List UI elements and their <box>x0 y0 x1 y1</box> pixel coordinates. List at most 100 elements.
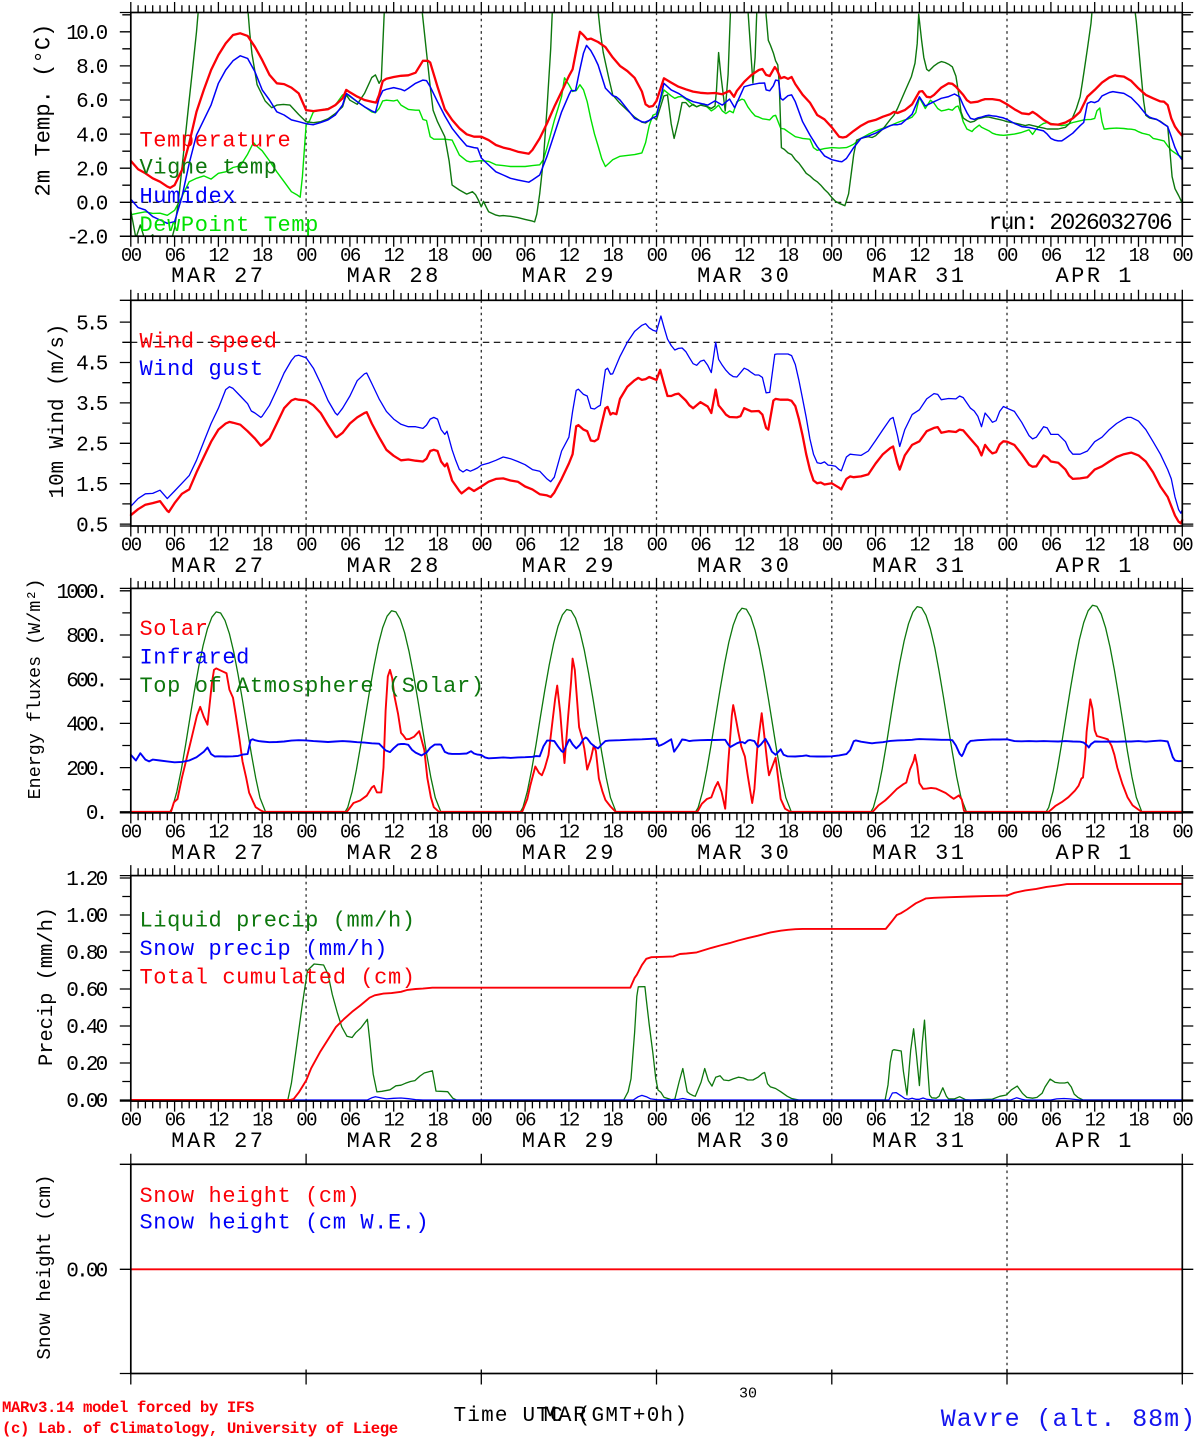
svg-text:00: 00 <box>647 245 668 267</box>
svg-text:06: 06 <box>340 535 361 557</box>
svg-text:18: 18 <box>428 535 449 557</box>
svg-text:06: 06 <box>340 822 361 844</box>
svg-text:0.: 0. <box>86 803 106 826</box>
svg-text:06: 06 <box>1041 1110 1062 1132</box>
svg-text:MAR 29: MAR 29 <box>522 841 616 866</box>
svg-text:1.5: 1.5 <box>76 475 108 498</box>
svg-text:1000.: 1000. <box>56 582 105 605</box>
svg-text:10m Wind (m/s): 10m Wind (m/s) <box>47 324 70 499</box>
svg-text:MAR 27: MAR 27 <box>171 554 265 579</box>
svg-text:MAR 28: MAR 28 <box>347 554 441 579</box>
svg-text:12: 12 <box>909 535 930 557</box>
svg-text:00: 00 <box>471 822 492 844</box>
svg-text:06: 06 <box>866 535 887 557</box>
svg-text:1.00: 1.00 <box>66 906 107 929</box>
svg-text:0.0: 0.0 <box>76 194 108 217</box>
svg-text:18: 18 <box>603 245 624 267</box>
svg-text:400.: 400. <box>66 715 105 738</box>
svg-text:18: 18 <box>428 245 449 267</box>
svg-text:18: 18 <box>953 1110 974 1132</box>
svg-text:600.: 600. <box>66 670 105 693</box>
svg-text:06: 06 <box>515 1110 536 1132</box>
svg-text:12: 12 <box>734 245 755 267</box>
svg-text:2m Temp. (°C): 2m Temp. (°C) <box>32 24 57 197</box>
svg-text:MAR 28: MAR 28 <box>347 264 441 289</box>
svg-text:MAR 29: MAR 29 <box>522 554 616 579</box>
svg-text:18: 18 <box>778 822 799 844</box>
svg-text:MAR 28: MAR 28 <box>347 841 441 866</box>
svg-text:DewPoint Temp: DewPoint Temp <box>140 213 319 238</box>
svg-text:18: 18 <box>953 535 974 557</box>
svg-text:Top of Atmosphere (Solar): Top of Atmosphere (Solar) <box>140 674 485 699</box>
svg-text:12: 12 <box>909 822 930 844</box>
svg-text:Snow height (cm W.E.): Snow height (cm W.E.) <box>140 1210 430 1235</box>
svg-text:06: 06 <box>866 245 887 267</box>
svg-text:00: 00 <box>1172 1110 1193 1132</box>
svg-text:APR 1: APR 1 <box>1055 841 1134 866</box>
svg-text:18: 18 <box>252 1110 273 1132</box>
svg-text:06: 06 <box>690 245 711 267</box>
svg-text:00: 00 <box>822 1110 843 1132</box>
svg-text:Snow height (cm): Snow height (cm) <box>34 1174 56 1359</box>
svg-text:Humidex: Humidex <box>140 184 237 209</box>
svg-text:6.0: 6.0 <box>76 91 108 114</box>
svg-text:06: 06 <box>165 822 186 844</box>
svg-text:00: 00 <box>997 245 1018 267</box>
svg-text:06: 06 <box>165 245 186 267</box>
svg-text:0.40: 0.40 <box>66 1017 107 1040</box>
svg-text:06: 06 <box>1041 822 1062 844</box>
svg-text:MAR: MAR <box>544 1403 588 1428</box>
svg-text:00: 00 <box>997 1110 1018 1132</box>
svg-text:Time UTC (GMT+0h): Time UTC (GMT+0h) <box>454 1405 689 1428</box>
svg-text:Infrared: Infrared <box>140 646 250 671</box>
svg-text:MAR 30: MAR 30 <box>697 554 791 579</box>
svg-text:0.20: 0.20 <box>66 1054 107 1077</box>
svg-text:Liquid precip (mm/h): Liquid precip (mm/h) <box>140 909 416 934</box>
svg-text:18: 18 <box>428 1110 449 1132</box>
svg-text:00: 00 <box>471 535 492 557</box>
svg-text:00: 00 <box>822 535 843 557</box>
svg-text:00: 00 <box>121 822 142 844</box>
svg-text:5.5: 5.5 <box>76 313 108 336</box>
svg-text:MAR 29: MAR 29 <box>522 264 616 289</box>
svg-text:18: 18 <box>778 245 799 267</box>
svg-text:12: 12 <box>909 1110 930 1132</box>
svg-text:0.00: 0.00 <box>66 1261 107 1284</box>
svg-text:MAR 31: MAR 31 <box>872 264 966 289</box>
svg-text:12: 12 <box>559 245 580 267</box>
svg-text:12: 12 <box>1085 822 1106 844</box>
svg-text:06: 06 <box>866 1110 887 1132</box>
svg-text:00: 00 <box>997 535 1018 557</box>
svg-text:0.5: 0.5 <box>76 515 108 538</box>
svg-text:06: 06 <box>690 535 711 557</box>
svg-text:00: 00 <box>647 535 668 557</box>
svg-text:MAR 27: MAR 27 <box>171 1129 265 1154</box>
svg-text:MAR 30: MAR 30 <box>697 841 791 866</box>
svg-text:Energy fluxes (W/m²): Energy fluxes (W/m²) <box>25 579 46 800</box>
svg-text:12: 12 <box>208 535 229 557</box>
svg-text:800.: 800. <box>66 626 105 649</box>
svg-text:12: 12 <box>734 822 755 844</box>
svg-text:18: 18 <box>778 535 799 557</box>
svg-text:18: 18 <box>778 1110 799 1132</box>
svg-text:12: 12 <box>734 1110 755 1132</box>
svg-text:00: 00 <box>296 245 317 267</box>
svg-text:00: 00 <box>121 535 142 557</box>
svg-text:18: 18 <box>252 535 273 557</box>
svg-text:4.5: 4.5 <box>76 354 108 377</box>
svg-text:12: 12 <box>559 1110 580 1132</box>
svg-text:00: 00 <box>1172 245 1193 267</box>
svg-text:06: 06 <box>690 822 711 844</box>
svg-text:MAR 27: MAR 27 <box>171 264 265 289</box>
svg-text:10.0: 10.0 <box>66 23 107 46</box>
svg-text:Vigne temp: Vigne temp <box>140 155 278 180</box>
svg-text:MAR 31: MAR 31 <box>872 841 966 866</box>
svg-text:run: 2026032706: run: 2026032706 <box>989 210 1173 236</box>
svg-text:18: 18 <box>252 245 273 267</box>
svg-text:06: 06 <box>1041 245 1062 267</box>
svg-text:MAR 31: MAR 31 <box>872 1129 966 1154</box>
svg-text:APR 1: APR 1 <box>1055 264 1134 289</box>
svg-text:00: 00 <box>647 1110 668 1132</box>
svg-text:12: 12 <box>384 535 405 557</box>
svg-text:12: 12 <box>384 245 405 267</box>
